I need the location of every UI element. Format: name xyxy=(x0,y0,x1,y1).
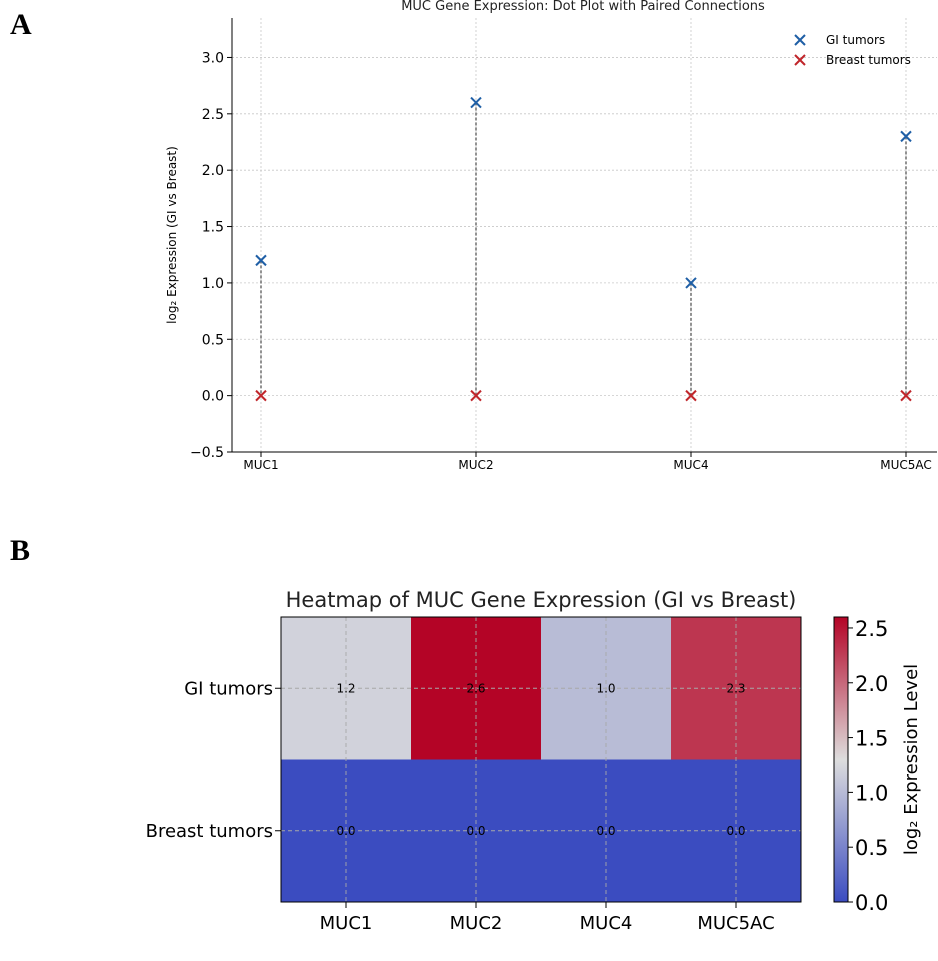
y-tick-label: 1.0 xyxy=(202,276,224,292)
x-tick-label: MUC1 xyxy=(243,458,278,470)
x-tick-label: MUC2 xyxy=(450,913,503,934)
y-tick-label: 2.0 xyxy=(202,163,224,179)
colorbar-tick-label: 1.5 xyxy=(855,727,888,751)
marker-stroke xyxy=(255,254,267,267)
y-tick-label: 1.5 xyxy=(202,220,224,236)
y-tick-label: 3.0 xyxy=(202,50,224,66)
marker-stroke xyxy=(900,389,912,402)
panel-label-b: B xyxy=(10,534,31,567)
breast-tumor-point xyxy=(255,389,267,402)
marker-stroke xyxy=(685,277,697,289)
x-tick-label: MUC4 xyxy=(673,458,708,470)
breast-tumor-point xyxy=(900,389,912,402)
breast-tumor-point xyxy=(685,389,697,402)
y-tick-label: −0.5 xyxy=(190,445,224,461)
y-tick-label: 0.0 xyxy=(202,389,224,405)
legend-marker xyxy=(794,34,806,46)
legend-label: Breast tumors xyxy=(826,53,911,67)
cell-value-label: 1.2 xyxy=(336,681,355,695)
panel-label-a: A xyxy=(10,8,32,41)
heatmap-frame xyxy=(280,616,802,903)
cell-value-label: 2.3 xyxy=(726,681,745,695)
gi-tumor-point xyxy=(685,277,697,289)
marker-stroke xyxy=(470,96,482,109)
y-tick-label: 0.5 xyxy=(202,332,224,348)
colorbar-tick-label: 0.5 xyxy=(855,836,888,860)
y-axis-label: log₂ Expression (GI vs Breast) xyxy=(165,146,179,324)
breast-tumor-point xyxy=(470,389,482,402)
y-tick-label: Breast tumors xyxy=(146,821,273,842)
colorbar-tick-label: 0.0 xyxy=(855,891,888,915)
x-tick-label: MUC4 xyxy=(580,913,633,934)
colorbar-label: log₂ Expression Level xyxy=(901,664,922,855)
x-tick-label: MUC5AC xyxy=(697,913,774,934)
colorbar-tick-label: 2.5 xyxy=(855,617,888,641)
marker-stroke xyxy=(900,130,912,143)
dot-plot-chart: MUC Gene Expression: Dot Plot with Paire… xyxy=(165,0,937,470)
cell-value-label: 0.0 xyxy=(596,824,615,838)
marker-stroke xyxy=(794,54,806,66)
cell-value-label: 0.0 xyxy=(466,824,485,838)
y-tick-label: 2.5 xyxy=(202,107,224,123)
gi-tumor-point xyxy=(255,254,267,267)
cell-value-label: 0.0 xyxy=(336,824,355,838)
heatmap-title: Heatmap of MUC Gene Expression (GI vs Br… xyxy=(286,588,797,612)
colorbar xyxy=(833,616,849,903)
gi-tumor-point xyxy=(900,130,912,143)
cell-value-label: 1.0 xyxy=(596,681,615,695)
colorbar-tick-label: 1.0 xyxy=(855,781,888,805)
y-tick-label: GI tumors xyxy=(184,678,273,699)
marker-stroke xyxy=(685,389,697,402)
marker-stroke xyxy=(255,389,267,402)
x-tick-label: MUC5AC xyxy=(880,458,932,470)
legend-label: GI tumors xyxy=(826,33,885,47)
cell-value-label: 2.6 xyxy=(466,681,485,695)
cell-value-label: 0.0 xyxy=(726,824,745,838)
marker-stroke xyxy=(794,34,806,46)
colorbar-tick-label: 2.0 xyxy=(855,672,888,696)
x-tick-label: MUC1 xyxy=(320,913,373,934)
marker-stroke xyxy=(470,389,482,402)
x-tick-label: MUC2 xyxy=(458,458,493,470)
gi-tumor-point xyxy=(470,96,482,109)
chart-title: MUC Gene Expression: Dot Plot with Paire… xyxy=(401,0,765,14)
legend-marker xyxy=(794,54,806,66)
